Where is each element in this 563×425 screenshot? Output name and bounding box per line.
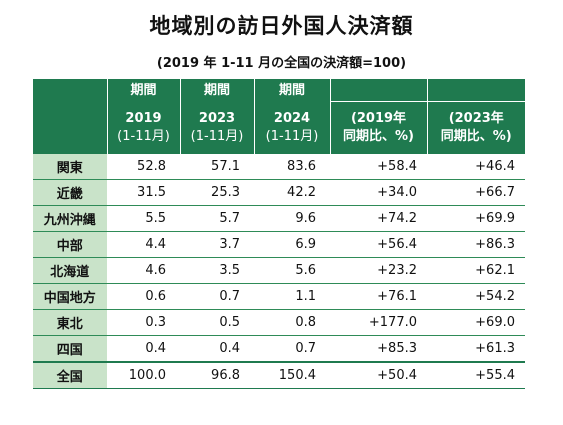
change-vs-2019: +50.4 — [330, 361, 427, 389]
table-row: 関東 52.8 57.1 83.6 +58.4 +46.4 — [33, 154, 525, 180]
region-label: 全国 — [33, 361, 108, 389]
change-vs-2023: +61.3 — [427, 335, 525, 363]
change-vs-2023: +62.1 — [427, 257, 525, 284]
table-row: 近畿 31.5 25.3 42.2 +34.0 +66.7 — [33, 179, 525, 206]
period-header-2024: 期間 — [254, 79, 331, 102]
page-subtitle: (2019 年 1-11 月の全国の決済額=100) — [156, 56, 407, 71]
value-2023: 96.8 — [180, 361, 254, 389]
total-row: 全国 100.0 96.8 150.4 +50.4 +55.4 — [33, 361, 525, 389]
corner-cell — [33, 79, 108, 154]
value-2019: 4.6 — [107, 257, 180, 284]
value-2023: 0.7 — [180, 283, 254, 310]
value-2023: 5.7 — [180, 205, 254, 232]
table-row: 四国 0.4 0.4 0.7 +85.3 +61.3 — [33, 335, 525, 363]
value-2019: 100.0 — [107, 361, 180, 389]
change-vs-2023: +55.4 — [427, 361, 525, 389]
page-title: 地域別の訪日外国人決済額 — [149, 14, 414, 38]
col-header-2019: 2019 (1-11月) — [107, 101, 181, 154]
value-2019: 0.3 — [107, 309, 180, 336]
col-header-2024: 2024 (1-11月) — [254, 101, 331, 154]
region-label: 東北 — [33, 309, 108, 336]
value-2024: 0.8 — [254, 309, 330, 336]
value-2024: 42.2 — [254, 179, 330, 206]
change-vs-2019: +177.0 — [330, 309, 427, 336]
table-row: 北海道 4.6 3.5 5.6 +23.2 +62.1 — [33, 257, 525, 284]
change-vs-2023: +69.0 — [427, 309, 525, 336]
col-header-ratio-line1: (2023年 — [448, 111, 504, 126]
region-label: 四国 — [33, 335, 108, 363]
value-2023: 57.1 — [180, 154, 254, 180]
col-header-range: (1-11月) — [117, 128, 170, 144]
col-header-year: 2019 — [125, 110, 162, 126]
value-2023: 0.4 — [180, 335, 254, 363]
value-2024: 9.6 — [254, 205, 330, 232]
col-header-2023: 2023 (1-11月) — [180, 101, 255, 154]
region-label: 関東 — [33, 154, 108, 180]
col-header-range: (1-11月) — [190, 128, 244, 144]
value-2019: 52.8 — [107, 154, 180, 180]
change-vs-2019: +74.2 — [330, 205, 427, 232]
change-vs-2019: +23.2 — [330, 257, 427, 284]
value-2019: 4.4 — [107, 231, 180, 258]
change-vs-2019: +56.4 — [330, 231, 427, 258]
col-header-ratio-line2: 同期比、%) — [343, 129, 414, 144]
col-header-ratio-line2: 同期比、%) — [440, 129, 512, 144]
table-row: 東北 0.3 0.5 0.8 +177.0 +69.0 — [33, 309, 525, 336]
change-vs-2023: +46.4 — [427, 154, 525, 180]
value-2019: 0.6 — [107, 283, 180, 310]
value-2024: 1.1 — [254, 283, 330, 310]
value-2023: 3.7 — [180, 231, 254, 258]
col-header-vs2019: (2019年 同期比、%) — [330, 101, 428, 154]
change-vs-2019: +34.0 — [330, 179, 427, 206]
value-2019: 31.5 — [107, 179, 180, 206]
col-header-range: (1-11月) — [265, 128, 319, 144]
value-2023: 3.5 — [180, 257, 254, 284]
change-vs-2023: +54.2 — [427, 283, 525, 310]
value-2019: 5.5 — [107, 205, 180, 232]
ratio-header-blank-2 — [427, 79, 525, 102]
value-2024: 5.6 — [254, 257, 330, 284]
ratio-header-blank-1 — [330, 79, 428, 102]
value-2019: 0.4 — [107, 335, 180, 363]
value-2024: 0.7 — [254, 335, 330, 363]
table-row: 九州沖縄 5.5 5.7 9.6 +74.2 +69.9 — [33, 205, 525, 232]
table-row: 中国地方 0.6 0.7 1.1 +76.1 +54.2 — [33, 283, 525, 310]
table-row: 中部 4.4 3.7 6.9 +56.4 +86.3 — [33, 231, 525, 258]
period-header-2023: 期間 — [180, 79, 255, 102]
region-label: 北海道 — [33, 257, 108, 284]
col-header-vs2023: (2023年 同期比、%) — [427, 101, 525, 154]
period-header-2019: 期間 — [107, 79, 181, 102]
value-2023: 25.3 — [180, 179, 254, 206]
col-header-ratio-line1: (2019年 — [350, 111, 407, 126]
change-vs-2023: +86.3 — [427, 231, 525, 258]
change-vs-2023: +66.7 — [427, 179, 525, 206]
change-vs-2019: +58.4 — [330, 154, 427, 180]
change-vs-2019: +85.3 — [330, 335, 427, 363]
change-vs-2023: +69.9 — [427, 205, 525, 232]
value-2023: 0.5 — [180, 309, 254, 336]
value-2024: 6.9 — [254, 231, 330, 258]
region-label: 中部 — [33, 231, 108, 258]
region-label: 中国地方 — [33, 283, 108, 310]
region-label: 九州沖縄 — [33, 205, 108, 232]
value-2024: 83.6 — [254, 154, 330, 180]
col-header-year: 2023 — [198, 110, 236, 126]
change-vs-2019: +76.1 — [330, 283, 427, 310]
col-header-year: 2024 — [273, 110, 311, 126]
value-2024: 150.4 — [254, 361, 330, 389]
payment-table: 期間 期間 期間 2019 (1-11月) 2023 (1-11月) 2024 … — [33, 79, 525, 389]
region-label: 近畿 — [33, 179, 108, 206]
